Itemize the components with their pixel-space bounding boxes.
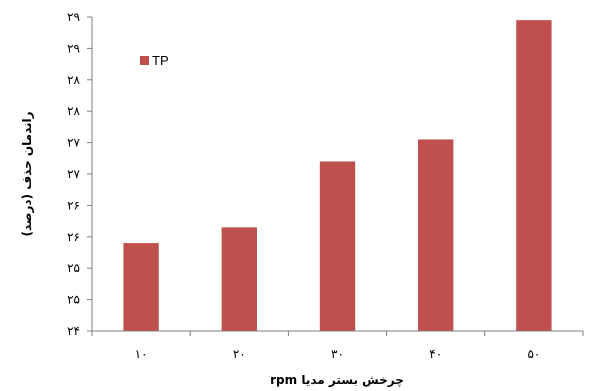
legend-swatch [140,56,149,65]
bar-1 [123,243,159,331]
y-tick-label: ۲۵ [67,261,80,275]
x-axis-title: چرخش بستر مدیا rpm [270,373,404,387]
y-tick-label: ۲۶ [67,230,80,244]
y-tick-label: ۲۵ [67,293,80,307]
legend-label: TP [152,53,169,68]
x-tick-label: ۲۰ [233,347,246,361]
y-axis-title: راندمان حذف (درصد) [20,111,34,236]
y-tick-label: ۲۹ [67,41,80,55]
y-ticks-group: ۲۴ ۲۵ ۲۵ ۲۶ ۲۶ ۲۷ ۲۷ ۲۸ ۲۸ ۲۹ ۲۹ [67,10,92,338]
bars-group [123,20,552,331]
y-tick-label: ۲۸ [67,73,80,87]
bar-2 [221,227,257,331]
bar-5 [516,20,552,331]
bar-4 [418,139,454,331]
y-tick-label: ۲۷ [67,136,80,150]
x-ticks-group: ۱۰ ۲۰ ۳۰ ۴۰ ۵۰ [91,331,584,361]
y-tick-label: ۲۶ [67,198,80,212]
bar-3 [319,161,356,331]
y-tick-label: ۲۷ [67,167,80,181]
y-tick-label: ۲۹ [67,10,80,24]
y-tick-label: ۲۴ [67,324,80,338]
x-tick-label: ۴۰ [429,347,442,361]
legend: TP [140,53,169,68]
x-tick-label: ۳۰ [331,347,344,361]
x-tick-label: ۵۰ [527,347,540,361]
y-tick-label: ۲۸ [67,104,80,118]
x-tick-label: ۱۰ [135,347,148,361]
